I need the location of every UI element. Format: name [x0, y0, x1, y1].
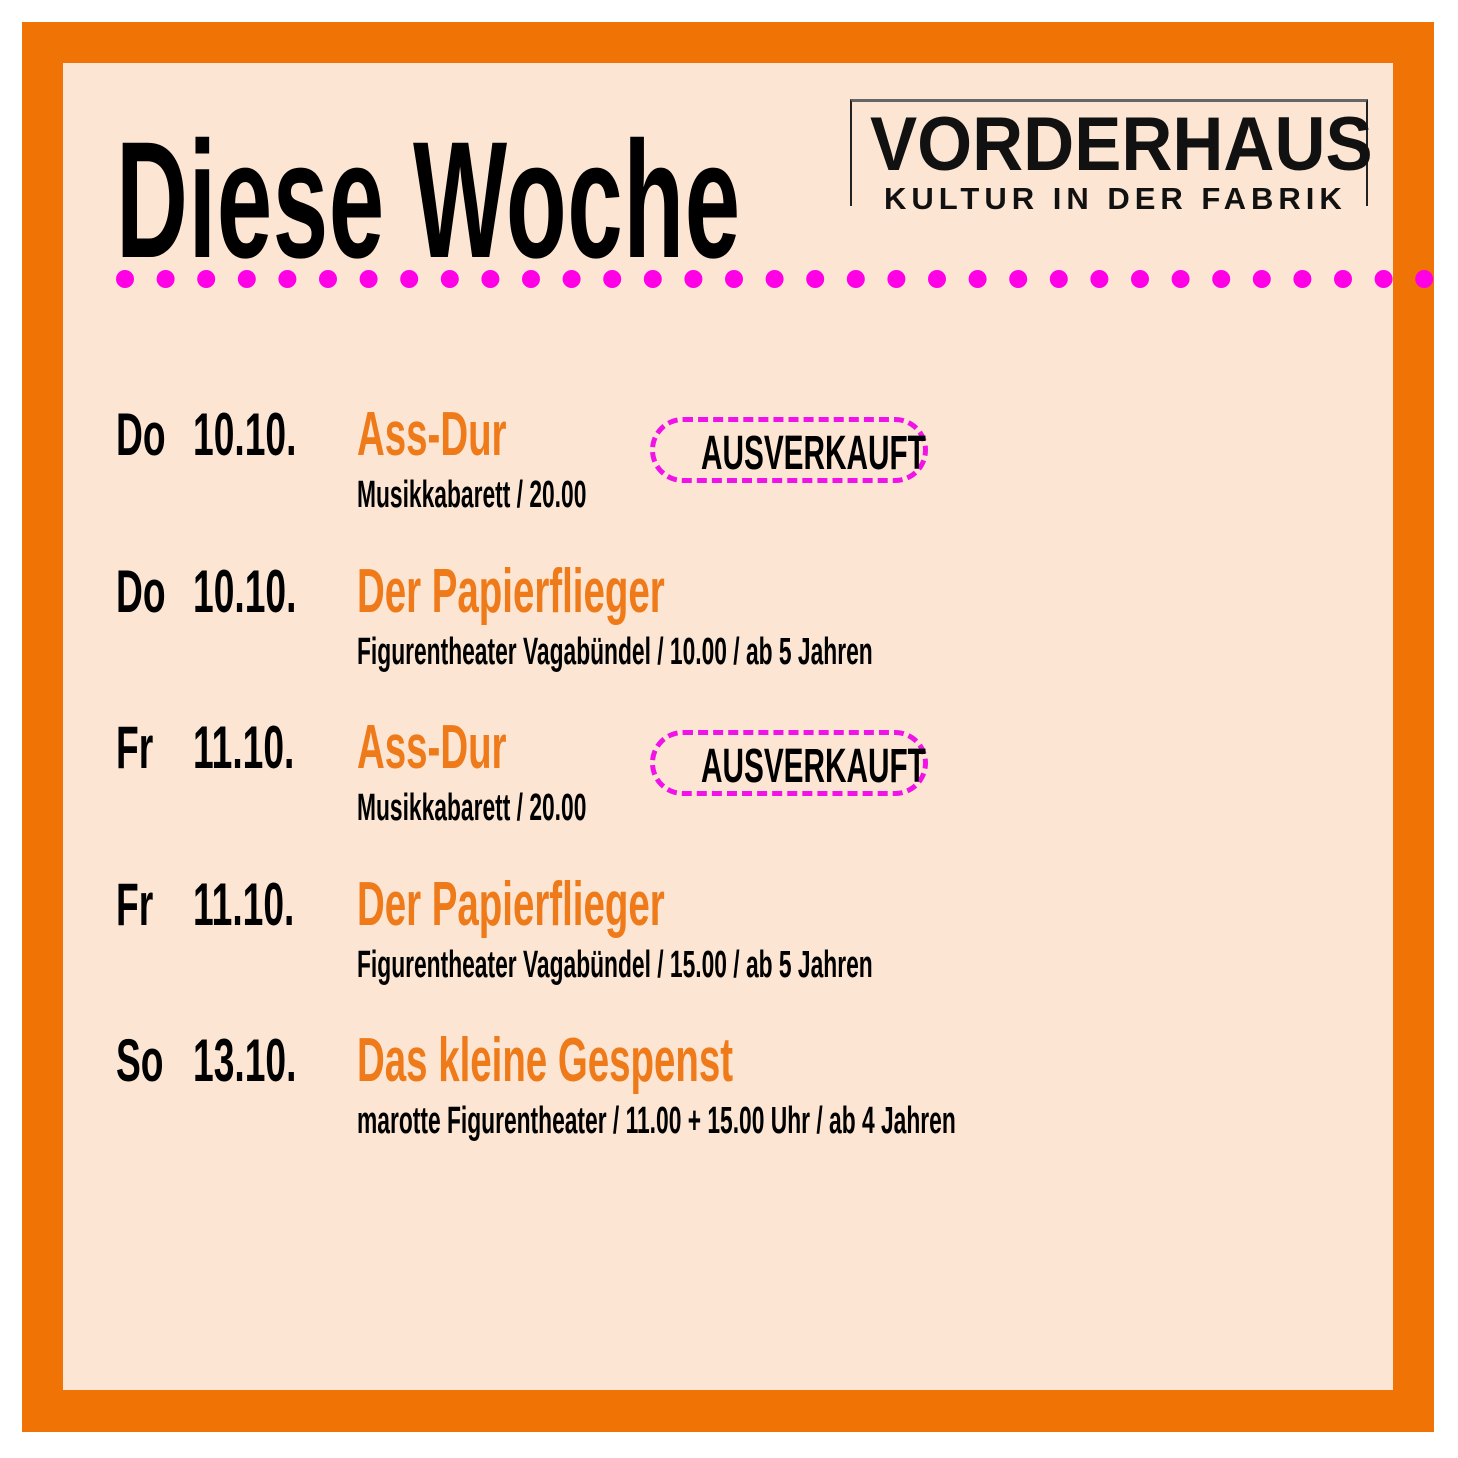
divider-dot	[1049, 270, 1068, 288]
event-details: marotte Figurentheater / 11.00 + 15.00 U…	[357, 1100, 956, 1142]
logo-name: VORDERHAUS	[870, 102, 1373, 187]
divider-dot	[1009, 270, 1028, 288]
event-day: So	[116, 1027, 164, 1094]
event-date: 11.10.	[193, 714, 295, 781]
event-day: Do	[116, 401, 166, 468]
event-date: 11.10.	[193, 870, 295, 938]
event-details: Musikkabarett / 20.00	[357, 787, 587, 829]
event-title: Das kleine Gespenst	[357, 1026, 734, 1095]
divider-dot	[319, 270, 337, 288]
divider-dot	[440, 270, 459, 288]
divider-dot	[116, 270, 134, 288]
dotted-divider	[116, 270, 1434, 288]
logo-tagline: KULTUR IN DER FABRIK	[884, 181, 1347, 216]
divider-dot	[359, 270, 378, 288]
divider-dot	[887, 270, 906, 288]
sold-out-badge: AUSVERKAUFT	[650, 417, 928, 483]
logo-frame	[850, 99, 1368, 206]
divider-dot	[928, 270, 946, 288]
divider-dot	[156, 270, 175, 288]
divider-dot	[1212, 270, 1231, 288]
page-title: Diese Woche	[116, 108, 741, 293]
divider-dot	[684, 270, 703, 288]
event-date: 13.10.	[193, 1027, 297, 1094]
event-title: Ass-Dur	[357, 713, 507, 782]
event-title: Ass-Dur	[357, 400, 507, 469]
divider-dot	[765, 270, 784, 288]
divider-dot	[1252, 270, 1271, 288]
event-title: Der Papierflieger	[357, 869, 665, 939]
divider-dot	[1293, 270, 1312, 288]
logo-frame-gap	[866, 191, 1350, 211]
divider-dot	[1374, 270, 1393, 288]
divider-dot	[522, 270, 540, 288]
event-day: Do	[116, 557, 166, 625]
divider-dot	[481, 270, 500, 288]
divider-dot	[1090, 270, 1109, 288]
divider-dot	[1131, 270, 1149, 288]
sold-out-badge: AUSVERKAUFT	[650, 730, 928, 796]
divider-dot	[643, 270, 662, 288]
divider-dot	[562, 270, 581, 288]
divider-dot	[806, 270, 825, 288]
divider-dot	[846, 270, 865, 288]
event-details: Figurentheater Vagabündel / 10.00 / ab 5…	[357, 630, 873, 673]
divider-dot	[1415, 270, 1434, 288]
divider-dot	[237, 270, 256, 288]
event-day: Fr	[116, 714, 154, 781]
divider-dot	[1171, 270, 1190, 288]
sold-out-label: AUSVERKAUFT	[701, 427, 926, 480]
divider-dot	[725, 270, 743, 288]
event-details: Figurentheater Vagabündel / 15.00 / ab 5…	[357, 943, 873, 986]
divider-dot	[603, 270, 622, 288]
divider-dot	[1334, 270, 1352, 288]
event-title: Der Papierflieger	[357, 556, 665, 626]
divider-dot	[197, 270, 216, 288]
event-details: Musikkabarett / 20.00	[357, 474, 587, 516]
divider-dot	[400, 270, 419, 288]
divider-dot	[968, 270, 987, 288]
divider-dot	[278, 270, 297, 288]
event-date: 10.10.	[193, 557, 297, 625]
event-day: Fr	[116, 870, 154, 938]
vorderhaus-logo: VORDERHAUS KULTUR IN DER FABRIK	[850, 99, 1373, 214]
sold-out-label: AUSVERKAUFT	[701, 740, 926, 793]
event-date: 10.10.	[193, 401, 297, 468]
